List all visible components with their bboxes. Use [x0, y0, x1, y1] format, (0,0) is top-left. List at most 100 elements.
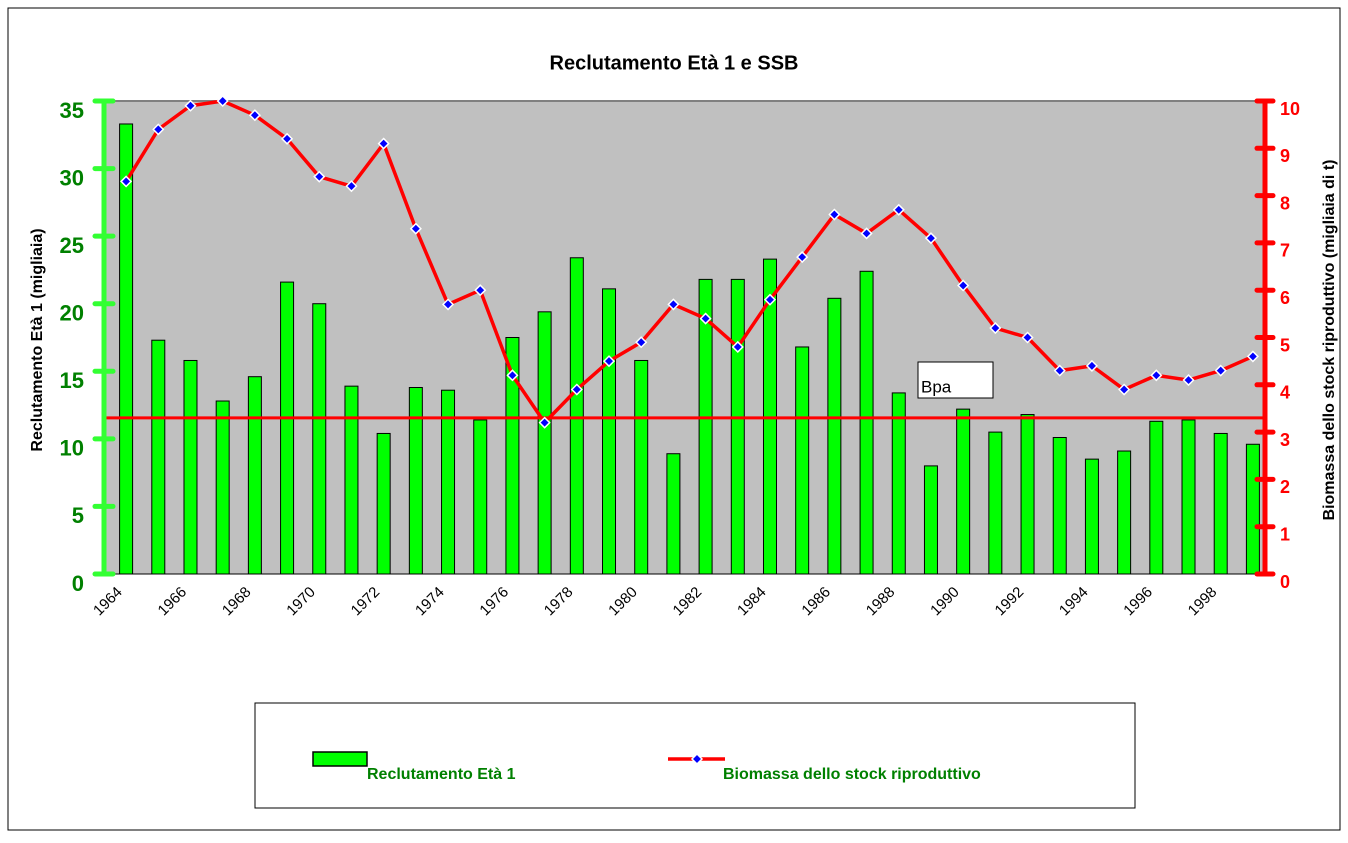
legend-label: Reclutamento Età 1	[367, 766, 516, 783]
bar	[988, 431, 1003, 575]
line-marker	[1053, 364, 1066, 377]
bar	[1052, 437, 1067, 575]
bar	[795, 346, 810, 575]
line-marker	[924, 232, 938, 245]
line-marker	[1150, 369, 1163, 382]
line-marker	[989, 321, 1002, 335]
y-axis-title: Reclutamento Età 1 (migliaia)	[29, 228, 46, 451]
bar	[280, 281, 295, 575]
y-tick-label: 30	[60, 165, 84, 190]
line-marker	[1085, 359, 1098, 372]
line-marker	[377, 137, 390, 150]
line-marker	[828, 208, 841, 221]
y2-tick-label: 2	[1280, 477, 1290, 497]
line-marker	[1182, 374, 1195, 387]
bar	[1149, 420, 1164, 575]
y2-tick-label: 1	[1280, 524, 1290, 544]
bar	[956, 408, 971, 575]
plot-area	[104, 101, 1265, 574]
line-marker	[152, 123, 165, 136]
line-marker	[1246, 350, 1259, 363]
y2-tick-label: 8	[1280, 193, 1290, 213]
bar	[1020, 414, 1035, 575]
y-tick-label: 25	[60, 233, 84, 258]
bar	[891, 392, 906, 575]
line-marker	[538, 416, 551, 429]
y-tick-label: 10	[60, 436, 84, 461]
line-marker	[441, 298, 455, 311]
bar	[1213, 432, 1228, 575]
line-marker	[474, 284, 487, 297]
line-marker	[184, 99, 197, 112]
y2-tick-label: 0	[1280, 572, 1290, 592]
bar	[215, 400, 230, 575]
bar	[537, 311, 552, 575]
bar	[505, 337, 520, 575]
line-marker	[570, 383, 583, 396]
line-marker	[281, 132, 294, 145]
bar	[602, 288, 617, 575]
line-marker	[635, 336, 648, 349]
line-marker	[957, 279, 970, 292]
y-tick-label: 35	[60, 98, 84, 123]
y-tick-label: 20	[60, 301, 84, 326]
bar	[376, 432, 391, 575]
line-marker	[892, 203, 905, 216]
bar	[441, 389, 456, 575]
bar	[923, 465, 938, 575]
line-marker	[763, 293, 777, 306]
annotation: Bpa	[921, 377, 952, 396]
y2-tick-label: 10	[1280, 99, 1300, 119]
y-tick-label: 0	[72, 571, 84, 596]
line-marker	[313, 170, 326, 183]
bar	[1181, 419, 1196, 575]
line-marker	[1118, 383, 1131, 396]
line-series	[124, 99, 1254, 425]
bar	[247, 376, 262, 575]
legend-swatch	[312, 751, 368, 767]
line-marker	[667, 298, 680, 311]
y-tick-label: 5	[72, 503, 84, 528]
line-marker	[409, 222, 422, 235]
y2-tick-label: 7	[1280, 241, 1290, 261]
line-marker	[120, 175, 133, 188]
y2-tick-label: 5	[1280, 335, 1290, 355]
bar	[183, 359, 198, 575]
y2-tick-label: 6	[1280, 288, 1290, 308]
y-tick-label: 15	[60, 368, 84, 393]
y2-axis-title: Biomassa dello stock riproduttivo (migli…	[1321, 160, 1338, 521]
line-marker	[1021, 331, 1034, 344]
chart-title: Reclutamento Età 1 e SSB	[550, 52, 799, 74]
legend-marker	[690, 752, 704, 766]
bar	[698, 278, 713, 575]
bar	[1084, 458, 1099, 575]
bar	[859, 270, 874, 575]
bar	[473, 419, 488, 575]
bar	[1245, 443, 1260, 575]
y2-tick-label: 4	[1280, 383, 1290, 403]
line-marker	[796, 251, 809, 264]
bar	[344, 385, 359, 575]
line-marker	[860, 227, 873, 240]
y2-tick-label: 9	[1280, 146, 1290, 166]
bar	[666, 453, 681, 575]
bar	[151, 339, 166, 575]
line-marker	[216, 94, 229, 108]
bar	[408, 387, 423, 575]
bar	[730, 278, 745, 575]
bar	[634, 359, 649, 575]
bar	[312, 303, 327, 575]
y2-tick-label: 3	[1280, 430, 1290, 450]
line-marker	[248, 109, 261, 122]
line-marker	[602, 355, 616, 368]
line-marker	[1214, 364, 1227, 377]
line-marker	[506, 369, 519, 382]
annotation-box	[917, 361, 994, 399]
bar	[119, 123, 134, 575]
line-marker	[345, 180, 358, 193]
bar	[1117, 450, 1132, 575]
bar	[827, 297, 842, 575]
line-marker	[699, 312, 712, 325]
line-marker	[731, 340, 744, 354]
